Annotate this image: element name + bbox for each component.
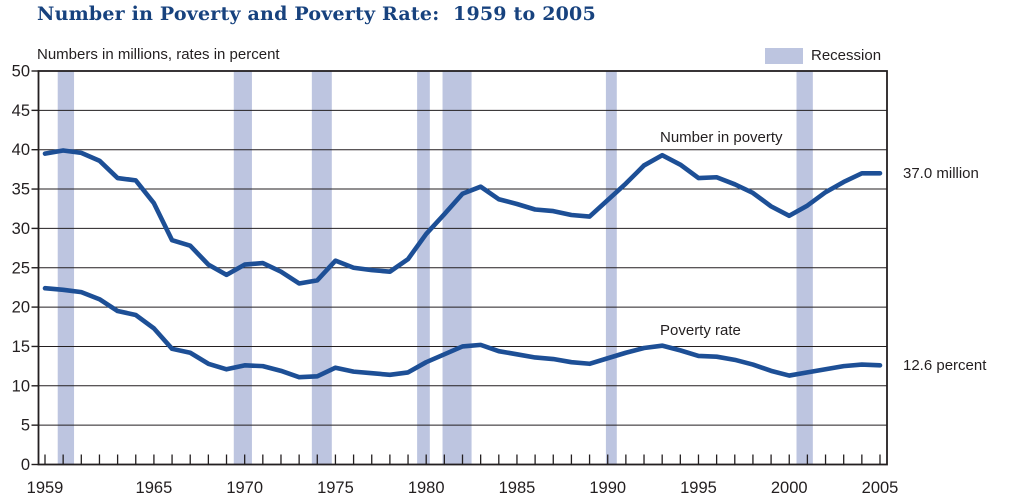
number-in-poverty-series-label: Number in poverty [660, 129, 783, 146]
y-tick-label: 50 [12, 63, 30, 81]
series-line-number-in-poverty [42, 148, 883, 286]
x-tick-label: 1995 [680, 479, 717, 497]
y-tick-label: 45 [12, 102, 30, 120]
x-tick-label: 1980 [408, 479, 445, 497]
y-tick-label: 30 [12, 220, 30, 238]
y-tick-label: 5 [21, 417, 30, 435]
y-tick-label: 35 [12, 181, 30, 199]
x-tick-label: 1965 [136, 479, 173, 497]
x-tick-label: 2005 [862, 479, 899, 497]
poverty-rate-series-label: Poverty rate [660, 322, 741, 339]
recession-legend-label: Recession [811, 47, 882, 64]
y-tick-label: 15 [12, 338, 30, 356]
chart-title: Number in Poverty and Poverty Rate: 1959… [37, 3, 596, 25]
recession-swatch-icon [765, 47, 803, 64]
series-line-poverty-rate [42, 285, 883, 380]
x-tick-label: 1975 [317, 479, 354, 497]
x-tick-label: 1970 [226, 479, 263, 497]
rate-end-value-label: 12.6 percent [903, 357, 987, 374]
y-tick-label: 20 [12, 299, 30, 317]
number-end-value-label: 37.0 million [903, 165, 979, 182]
x-tick-label: 1985 [499, 479, 536, 497]
x-tick-label: 2000 [771, 479, 808, 497]
axis-units-subtitle: Numbers in millions, rates in percent [37, 46, 280, 63]
x-tick-label: 1990 [589, 479, 626, 497]
y-tick-label: 25 [12, 259, 30, 277]
y-tick-label: 10 [12, 377, 30, 395]
legend: Recession [765, 47, 881, 64]
x-tick-label: 1959 [27, 479, 64, 497]
y-tick-label: 40 [12, 141, 30, 159]
y-tick-label: 0 [21, 456, 30, 474]
